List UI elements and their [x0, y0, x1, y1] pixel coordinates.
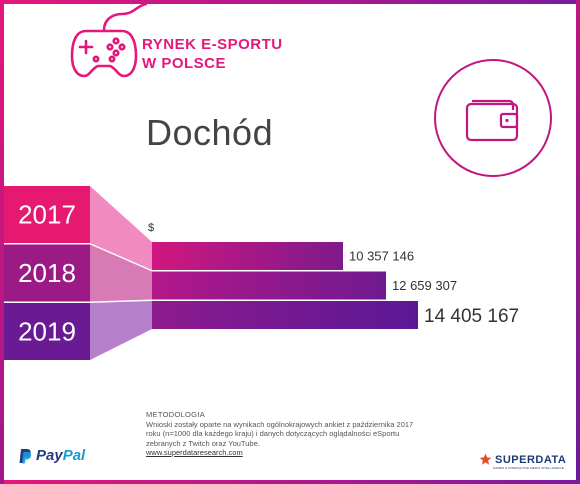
chart-title: Dochód: [146, 112, 274, 153]
methodology-link[interactable]: www.superdataresearch.com: [146, 448, 243, 457]
year-label-2019: 2019: [18, 317, 76, 347]
frame-bottom: [0, 480, 580, 484]
connector-2019: [90, 301, 152, 360]
paypal-text-pal: Pal: [62, 447, 86, 464]
year-block-2019: [4, 303, 90, 360]
connector-2017: [90, 186, 152, 270]
bar-2018: [152, 271, 386, 300]
unit-label: $: [148, 222, 154, 234]
superdata-star-icon: [479, 453, 492, 465]
methodology-line3: zebranych z Twitch oraz YouTube.: [146, 438, 260, 448]
paypal-mark-icon: [19, 448, 32, 463]
year-label-2018: 2018: [18, 258, 76, 288]
year-label-2017: 2017: [18, 200, 76, 230]
value-label-2017: 10 357 146: [349, 249, 414, 264]
superdata-tagline: GAMES & INTERACTIVE MEDIA INTELLIGENCE: [493, 466, 564, 470]
methodology: METODOLOGIA Wnioski zostały oparte na wy…: [146, 410, 456, 458]
frame-top: [0, 0, 580, 4]
value-label-2019: 14 405 167: [424, 306, 519, 327]
superdata-text: SUPERDATA: [495, 453, 567, 466]
paypal-logo: PayPal: [18, 447, 85, 464]
methodology-line1: Wnioski zostały oparte na wynikach ogóln…: [146, 419, 414, 429]
header-title-line1: RYNEK E-SPORTU: [142, 36, 283, 53]
frame-left: [0, 0, 4, 484]
year-block-2018: [4, 244, 90, 302]
superdata-logo: SUPERDATA GAMES & INTERACTIVE MEDIA INTE…: [479, 453, 567, 470]
connector-2018: [90, 244, 152, 302]
bar-2017: [152, 242, 343, 270]
bar-2019: [152, 301, 418, 329]
wallet-icon: [434, 59, 552, 177]
header-title: RYNEK E-SPORTU W POLSCE: [142, 35, 283, 73]
methodology-line2: roku (n=1000 dla każdego kraju) i danych…: [146, 429, 400, 438]
methodology-title: METODOLOGIA: [146, 410, 206, 419]
value-label-2018: 12 659 307: [392, 278, 457, 293]
paypal-text-pay: Pay: [36, 447, 63, 464]
frame-right: [576, 0, 580, 484]
gamepad-icon: [70, 2, 148, 78]
header-title-line2: W POLSCE: [142, 55, 227, 72]
year-block-2017: [4, 186, 90, 243]
